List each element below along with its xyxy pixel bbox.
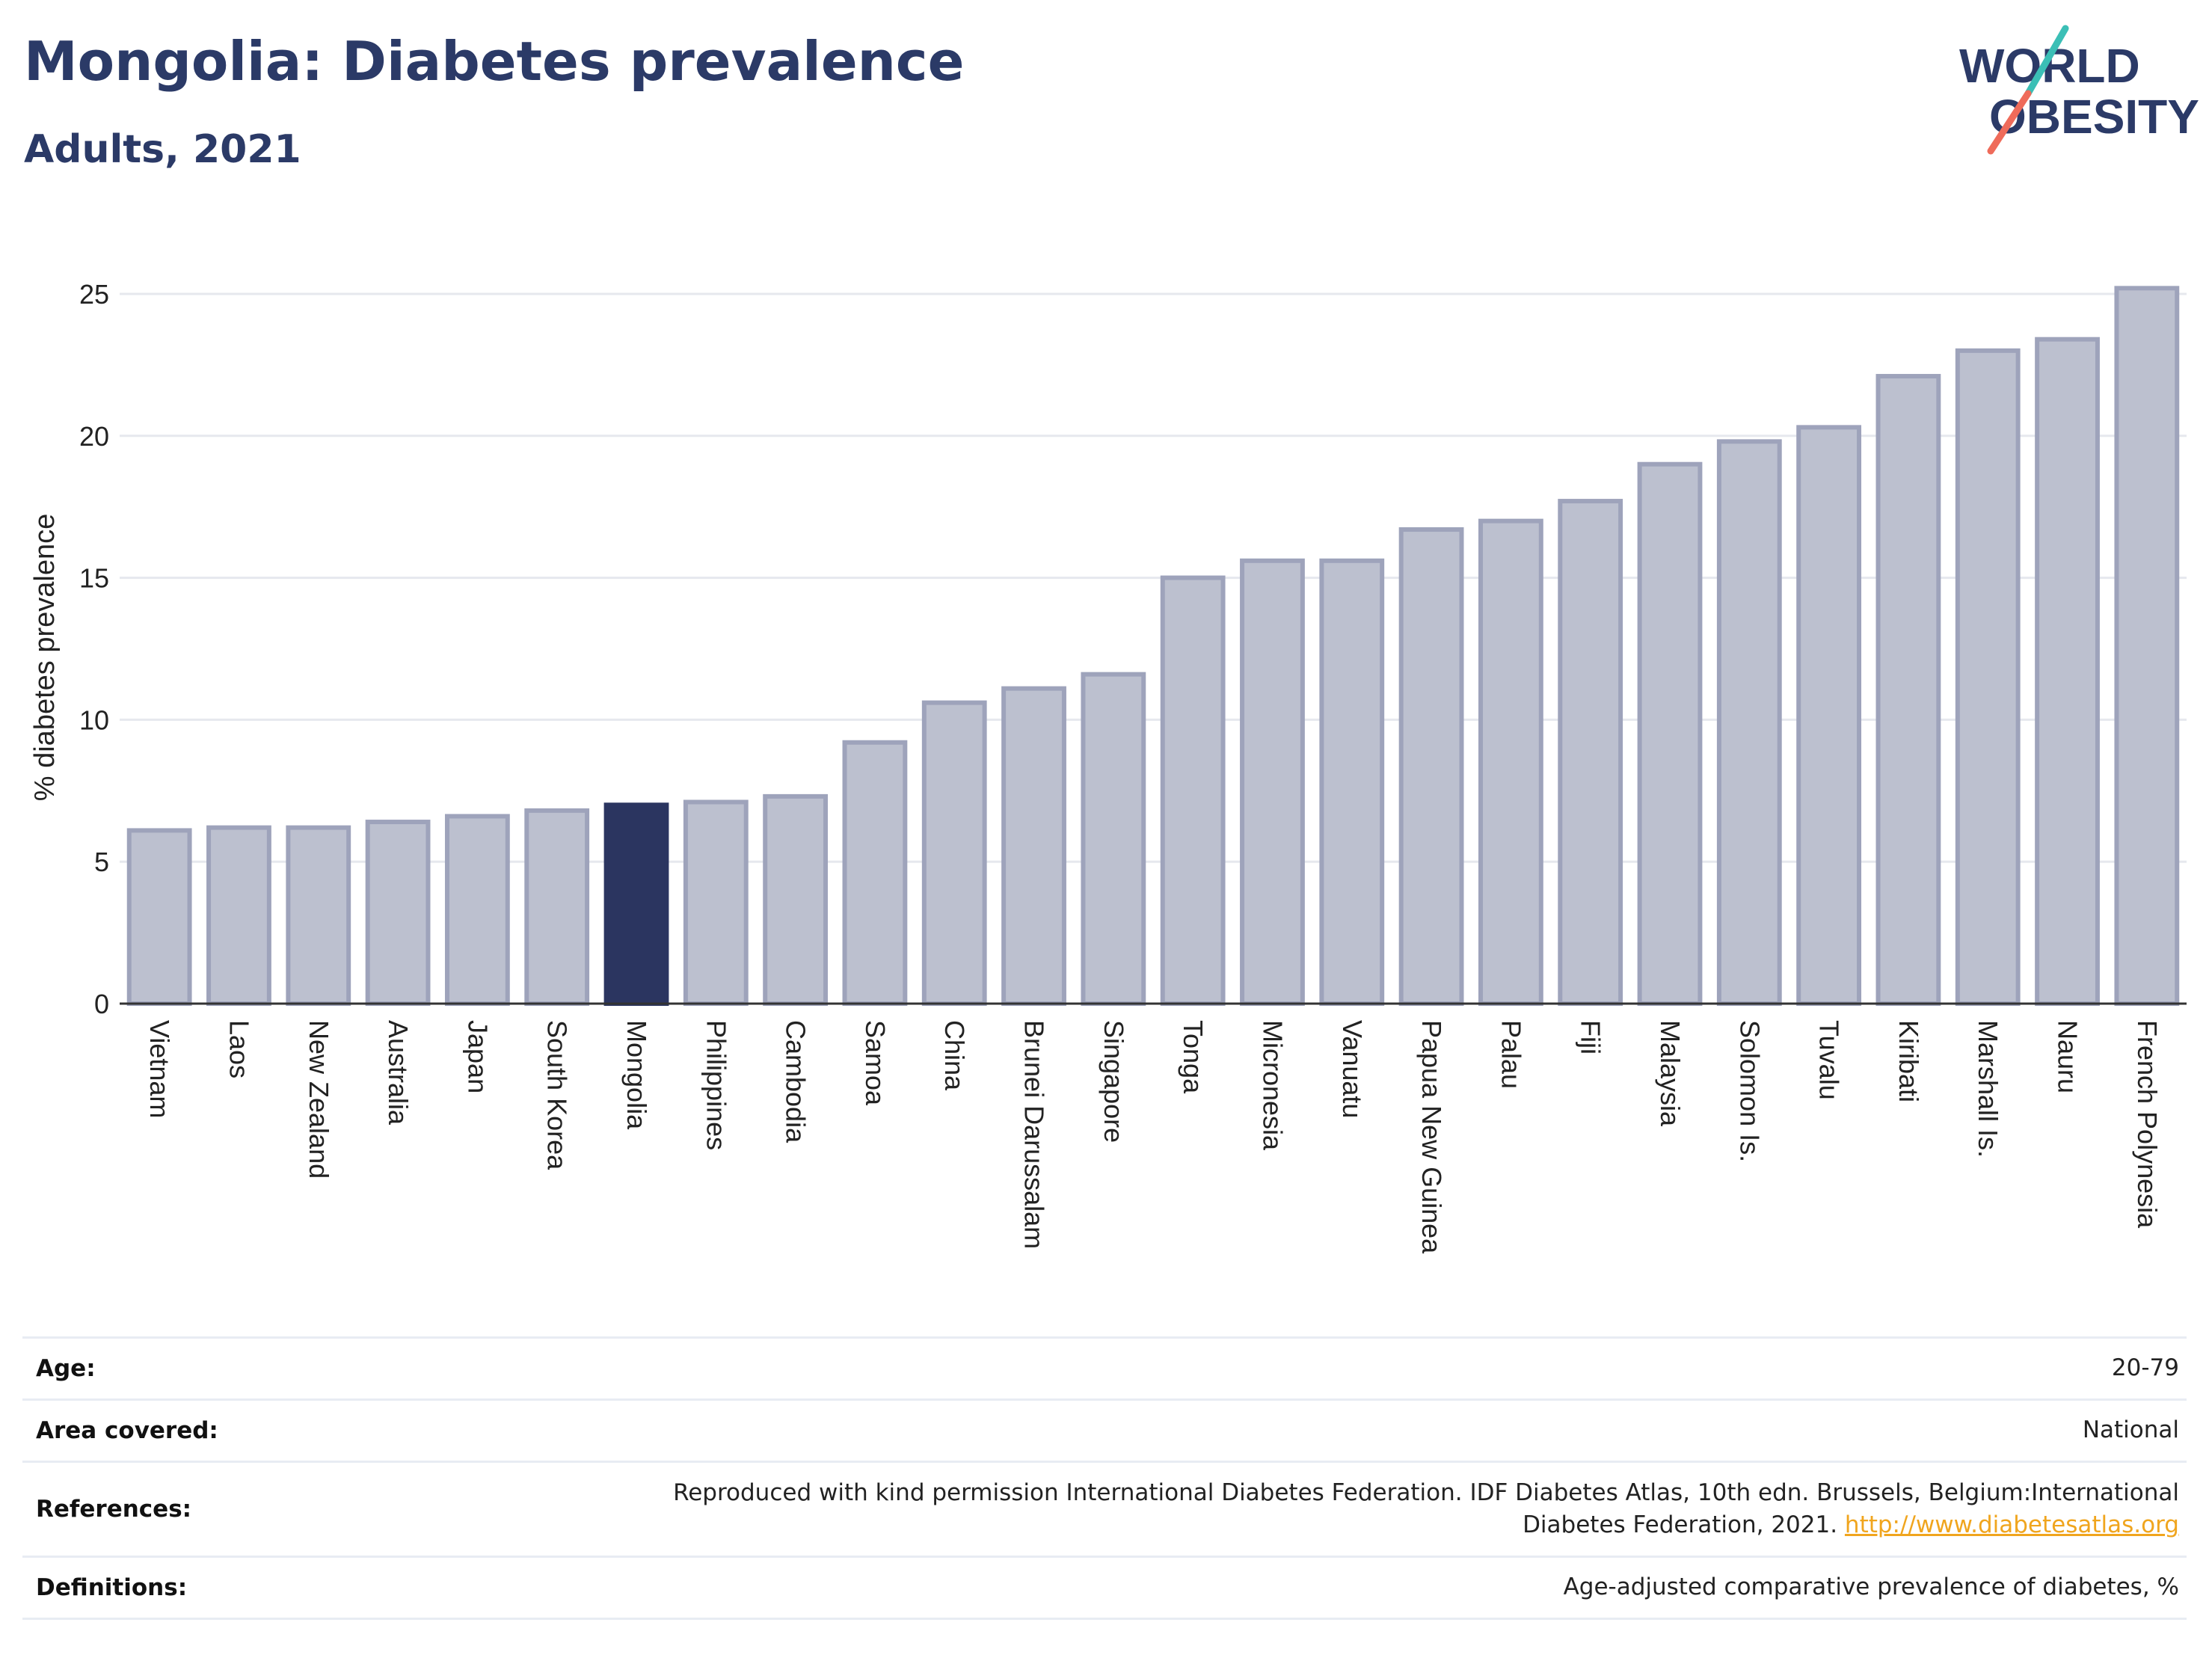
category-label: South Korea <box>542 1020 573 1170</box>
info-label-definitions: Definitions: <box>36 1574 188 1601</box>
bar-laos <box>206 825 271 1007</box>
category-label: Kiribati <box>1893 1020 1924 1102</box>
info-value-age: 20-79 <box>2111 1354 2179 1382</box>
bar-japan <box>444 814 510 1006</box>
info-label-age: Age: <box>36 1355 96 1382</box>
category-label: Laos <box>224 1020 254 1078</box>
category-label: China <box>939 1020 970 1091</box>
info-row-area: Area covered: National <box>22 1398 2187 1461</box>
category-label: Marshall Is. <box>1973 1020 2003 1158</box>
bar-new-zealand <box>286 825 351 1007</box>
bar-australia <box>365 820 431 1006</box>
bar-brunei-darussalam <box>1001 686 1066 1007</box>
bar-samoa <box>842 740 908 1007</box>
bar-french-polynesia <box>2114 286 2180 1006</box>
bar-china <box>921 700 987 1006</box>
info-label-area: Area covered: <box>36 1417 218 1444</box>
category-label: Palau <box>1496 1020 1526 1089</box>
y-tick-label: 15 <box>79 563 109 594</box>
y-ticks: 0 5 10 15 20 25 <box>79 279 109 1019</box>
y-tick-label: 25 <box>79 279 109 310</box>
category-label: Malaysia <box>1655 1020 1686 1127</box>
bar-kiribati <box>1875 374 1941 1007</box>
bar-micronesia <box>1240 558 1305 1006</box>
category-label: Nauru <box>2053 1020 2083 1093</box>
category-label: New Zealand <box>304 1020 334 1179</box>
info-label-references: References: <box>36 1496 192 1523</box>
bar-vietnam <box>126 828 192 1006</box>
category-label: Australia <box>383 1020 414 1126</box>
category-label: Cambodia <box>781 1020 811 1143</box>
info-row-definitions: Definitions: Age-adjusted comparative pr… <box>22 1556 2187 1620</box>
category-label: Vanuatu <box>1337 1020 1368 1118</box>
y-tick-label: 0 <box>94 989 109 1019</box>
page-subtitle: Adults, 2021 <box>24 127 301 172</box>
category-label: Mongolia <box>621 1020 652 1130</box>
bar-vanuatu <box>1319 558 1385 1006</box>
bar-singapore <box>1081 672 1146 1007</box>
category-label: Philippines <box>701 1020 731 1150</box>
logo-line1: WORLD <box>1959 39 2140 93</box>
references-text: Reproduced with kind permission Internat… <box>673 1479 2179 1538</box>
category-label: Fiji <box>1576 1020 1606 1054</box>
bar-malaysia <box>1637 461 1703 1006</box>
category-label: Papua New Guinea <box>1416 1020 1447 1254</box>
category-label: Japan <box>462 1020 493 1093</box>
bar-south-korea <box>524 808 590 1007</box>
bar-solomon-is <box>1716 439 1782 1006</box>
y-tick-label: 10 <box>79 704 109 735</box>
category-label: Micronesia <box>1257 1020 1288 1151</box>
category-label: Vietnam <box>144 1020 175 1118</box>
category-label: Samoa <box>860 1020 891 1106</box>
bar-tonga <box>1160 575 1226 1006</box>
info-table: Age: 20-79 Area covered: National Refere… <box>22 1336 2187 1620</box>
y-axis-label: % diabetes prevalence <box>29 514 61 801</box>
y-tick-label: 5 <box>94 847 109 877</box>
info-row-age: Age: 20-79 <box>22 1336 2187 1398</box>
bar-papua-new-guinea <box>1398 527 1464 1006</box>
category-label: Brunei Darussalam <box>1019 1020 1050 1249</box>
bar-cambodia <box>763 793 829 1007</box>
bar-marshall-is <box>1955 348 2021 1006</box>
category-labels: Vietnam Laos New Zealand Australia Japan Sout… <box>144 1020 2163 1254</box>
category-label: French Polynesia <box>2132 1020 2163 1229</box>
category-label: Tonga <box>1178 1020 1208 1094</box>
info-value-references: Reproduced with kind permission Internat… <box>646 1477 2187 1542</box>
bar-philippines <box>683 799 749 1006</box>
page-title: Mongolia: Diabetes prevalence <box>24 30 965 93</box>
info-value-area: National <box>2082 1416 2179 1444</box>
y-tick-label: 20 <box>79 421 109 452</box>
info-row-references: References: Reproduced with kind permiss… <box>22 1461 2187 1556</box>
references-link[interactable]: http://www.diabetesatlas.org <box>1844 1511 2179 1538</box>
bar-chart: 0 5 10 15 20 25 Vietnam Laos New Zealand Austral… <box>29 279 2187 1254</box>
bar-nauru <box>2035 337 2100 1006</box>
bar-fiji <box>1558 499 1623 1006</box>
category-label: Solomon Is. <box>1734 1020 1765 1162</box>
category-label: Tuvalu <box>1814 1020 1845 1100</box>
bars <box>120 286 2187 1007</box>
bar-mongolia <box>603 802 669 1006</box>
logo-slash-teal <box>2024 25 2069 97</box>
logo-line2: OBESITY <box>1989 90 2199 144</box>
logo-slash-coral <box>1987 90 2032 155</box>
category-label: Singapore <box>1099 1020 1129 1143</box>
info-value-definitions: Age-adjusted comparative prevalence of d… <box>1563 1573 2179 1601</box>
bar-tuvalu <box>1796 425 1862 1006</box>
world-obesity-logo: WORLD OBESITY <box>1959 25 2199 155</box>
bar-palau <box>1478 518 1543 1007</box>
